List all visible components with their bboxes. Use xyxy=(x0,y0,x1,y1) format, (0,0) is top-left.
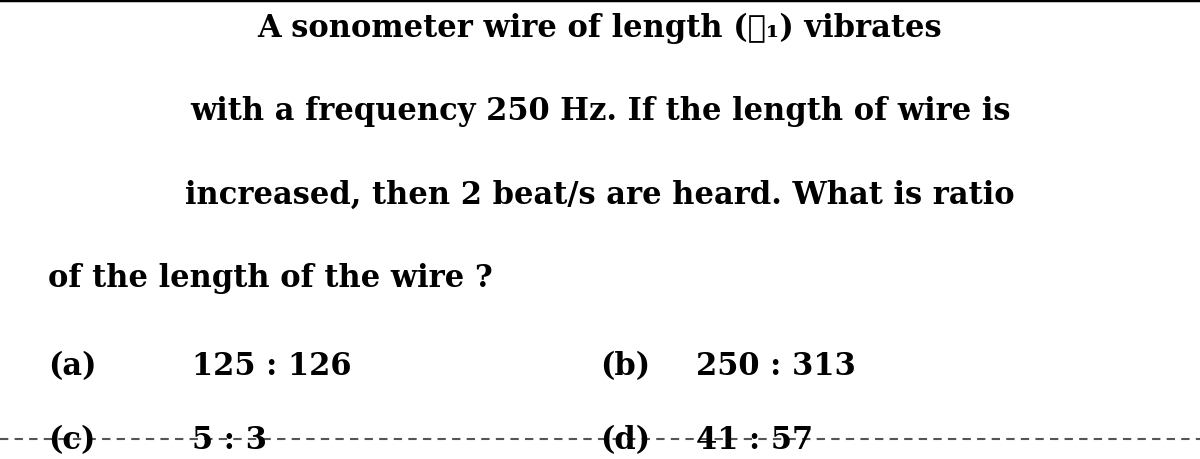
Text: 41 : 57: 41 : 57 xyxy=(696,425,814,456)
Text: 250 : 313: 250 : 313 xyxy=(696,351,856,382)
Text: (c): (c) xyxy=(48,425,95,456)
Text: (d): (d) xyxy=(600,425,650,456)
Text: 125 : 126: 125 : 126 xyxy=(192,351,352,382)
Text: with a frequency 250 Hz. If the length of wire is: with a frequency 250 Hz. If the length o… xyxy=(190,96,1010,128)
Text: of the length of the wire ?: of the length of the wire ? xyxy=(48,263,493,294)
Text: (a): (a) xyxy=(48,351,96,382)
Text: 5 : 3: 5 : 3 xyxy=(192,425,266,456)
Text: A sonometer wire of length (ℓ₁) vibrates: A sonometer wire of length (ℓ₁) vibrates xyxy=(258,13,942,45)
Text: (b): (b) xyxy=(600,351,650,382)
Text: increased, then 2 beat/s are heard. What is ratio: increased, then 2 beat/s are heard. What… xyxy=(185,180,1015,211)
